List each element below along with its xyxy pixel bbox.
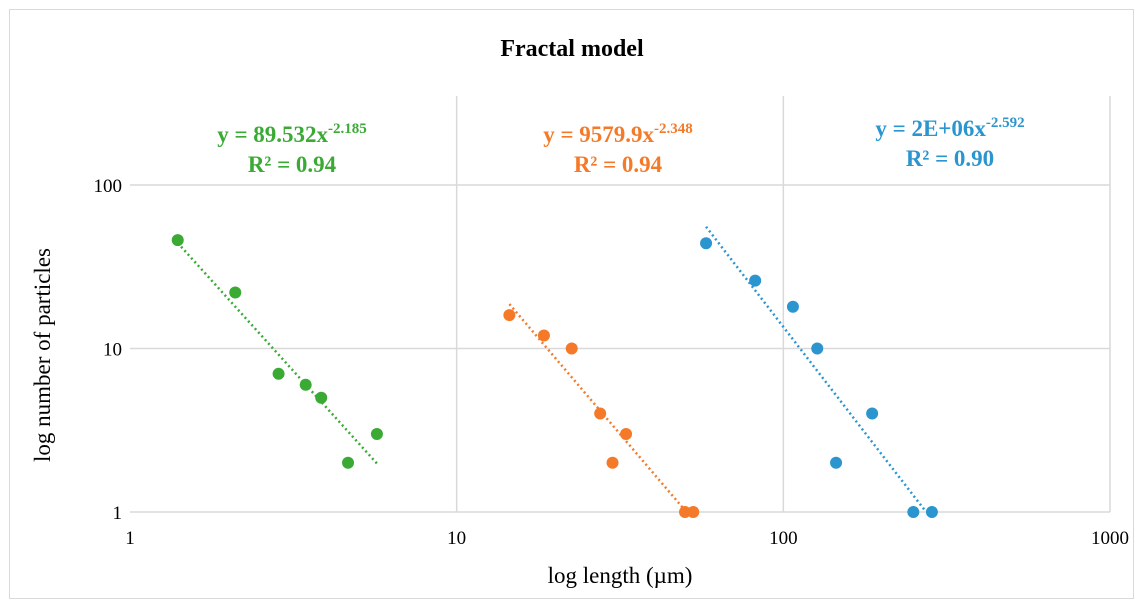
equation-exponent: -2.592 — [986, 115, 1025, 131]
r-squared-label: R² = 0.94 — [574, 152, 663, 177]
data-point — [786, 300, 799, 313]
data-point — [565, 342, 578, 355]
data-point — [606, 456, 619, 469]
equation-exponent: -2.185 — [328, 121, 367, 137]
y-axis-title: log number of particles — [30, 248, 55, 462]
equation-label: y = 2E+06x-2.592 — [875, 115, 1024, 141]
grid — [130, 96, 1111, 513]
chart-title: Fractal model — [500, 36, 644, 62]
trendline-series-2 — [705, 225, 926, 511]
equation-exponent: -2.348 — [654, 121, 693, 137]
r-squared-label: R² = 0.90 — [906, 146, 994, 171]
y-tick-label: 10 — [103, 339, 122, 360]
x-tick-label: 100 — [769, 528, 798, 549]
data-point — [678, 506, 691, 518]
equation-label: y = 9579.9x-2.348 — [543, 121, 693, 147]
y-tick-label: 1 — [113, 503, 123, 524]
data-point — [537, 329, 550, 342]
data-point — [700, 237, 713, 250]
x-tick-label: 1000 — [1091, 528, 1129, 549]
data-points — [171, 234, 938, 518]
data-point — [620, 427, 633, 440]
y-tick-label: 100 — [94, 176, 123, 197]
x-tick-label: 10 — [447, 528, 466, 549]
x-tick-label: 1 — [125, 528, 135, 549]
data-point — [315, 391, 328, 404]
equation-coef: y = 9579.9x — [543, 122, 654, 147]
data-point — [299, 378, 312, 391]
data-point — [925, 506, 938, 518]
tick-labels: 1 10 100 1000 1 10 100 — [94, 176, 1130, 549]
data-point — [830, 456, 843, 469]
data-point — [503, 309, 516, 322]
data-point — [272, 367, 285, 380]
trendline-series-0 — [176, 242, 378, 465]
x-axis-title: log length (µm) — [548, 563, 693, 588]
data-point — [866, 407, 879, 420]
data-point — [229, 286, 242, 299]
data-point — [687, 506, 700, 518]
r-squared-label: R² = 0.94 — [248, 152, 337, 177]
data-point — [370, 427, 383, 440]
trendlines — [176, 225, 926, 512]
data-point — [811, 342, 824, 355]
equation-label: y = 89.532x-2.185 — [217, 121, 367, 147]
equation-coef: y = 89.532x — [217, 122, 328, 147]
equation-coef: y = 2E+06x — [875, 116, 986, 141]
data-point — [749, 274, 762, 287]
trendline-series-1 — [508, 303, 686, 512]
data-point — [171, 234, 184, 247]
data-point — [907, 506, 920, 518]
data-point — [342, 456, 355, 469]
data-point — [594, 407, 607, 420]
chart-frame — [9, 9, 1134, 599]
